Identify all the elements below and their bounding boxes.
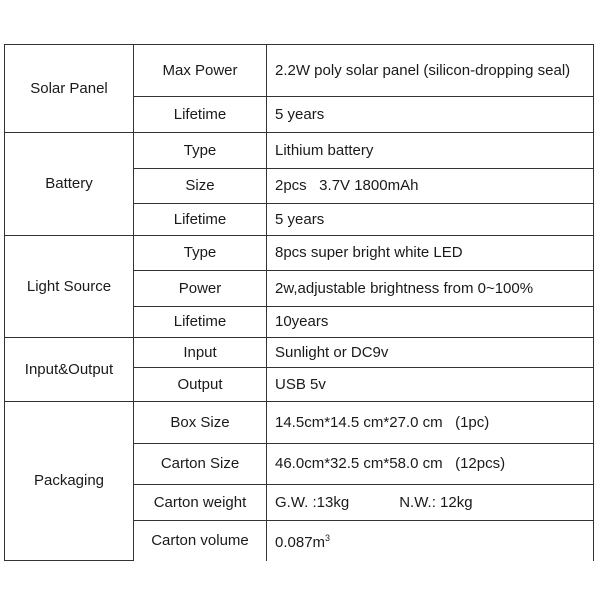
spec-value: USB 5v	[266, 367, 594, 402]
group-label: Light Source	[4, 235, 134, 338]
spec-value: 2.2W poly solar panel (silicon-dropping …	[266, 44, 594, 97]
spec-key: Type	[133, 235, 267, 271]
table-row: Battery Type Lithium battery	[4, 132, 594, 236]
table-row: Power 2w,adjustable brightness from 0~10…	[5, 270, 594, 307]
group-label: Input&Output	[4, 337, 134, 402]
spec-value: 2pcs 3.7V 1800mAh	[266, 168, 594, 204]
spec-value: 5 years	[266, 96, 594, 133]
table-row: Carton weight G.W. :13kg N.W.: 12kg	[5, 484, 594, 521]
spec-key: Output	[133, 367, 267, 402]
table-row: Carton Size 46.0cm*32.5 cm*58.0 cm (12pc…	[5, 443, 594, 485]
group-label: Solar Panel	[4, 44, 134, 133]
spec-key: Carton volume	[133, 520, 267, 561]
table-row: Size 2pcs 3.7V 1800mAh	[5, 168, 594, 204]
table-row: Solar Panel Max Power 2.2W poly solar pa…	[4, 44, 594, 133]
table-row: Packaging Box Size 14.5cm*14.5 cm*27.0 c…	[4, 401, 594, 561]
group-label: Packaging	[4, 401, 134, 561]
spec-key: Max Power	[133, 44, 267, 97]
spec-value: 0.087m3	[266, 520, 594, 561]
spec-value: G.W. :13kg N.W.: 12kg	[266, 484, 594, 521]
group-label: Battery	[4, 132, 134, 236]
table-row: Input&Output Input Sunlight or DC9v	[4, 337, 594, 402]
spec-value: 5 years	[266, 203, 594, 236]
spec-key: Lifetime	[133, 96, 267, 133]
spec-key: Box Size	[133, 401, 267, 444]
table-row: Carton volume 0.087m3	[5, 520, 594, 561]
spec-value: Sunlight or DC9v	[266, 337, 594, 368]
spec-value: 8pcs super bright white LED	[266, 235, 594, 271]
table-row: Lifetime 10years	[5, 306, 594, 338]
spec-value: Lithium battery	[266, 132, 594, 169]
spec-key: Carton Size	[133, 443, 267, 485]
spec-key: Lifetime	[133, 306, 267, 338]
volume-exponent: 3	[325, 533, 331, 544]
spec-table: Solar Panel Max Power 2.2W poly solar pa…	[4, 44, 594, 561]
table-row: Lifetime 5 years	[5, 203, 594, 236]
spec-key: Carton weight	[133, 484, 267, 521]
spec-value: 46.0cm*32.5 cm*58.0 cm (12pcs)	[266, 443, 594, 485]
volume-value: 0.087m	[275, 534, 326, 552]
spec-value: 2w,adjustable brightness from 0~100%	[266, 270, 594, 307]
spec-value: 10years	[266, 306, 594, 338]
spec-key: Type	[133, 132, 267, 169]
spec-key: Size	[133, 168, 267, 204]
spec-key: Power	[133, 270, 267, 307]
spec-value: 14.5cm*14.5 cm*27.0 cm (1pc)	[266, 401, 594, 444]
table-row: Lifetime 5 years	[5, 96, 594, 133]
spec-key: Lifetime	[133, 203, 267, 236]
spec-key: Input	[133, 337, 267, 368]
table-row: Output USB 5v	[5, 367, 594, 402]
table-row: Light Source Type 8pcs super bright whit…	[4, 235, 594, 338]
